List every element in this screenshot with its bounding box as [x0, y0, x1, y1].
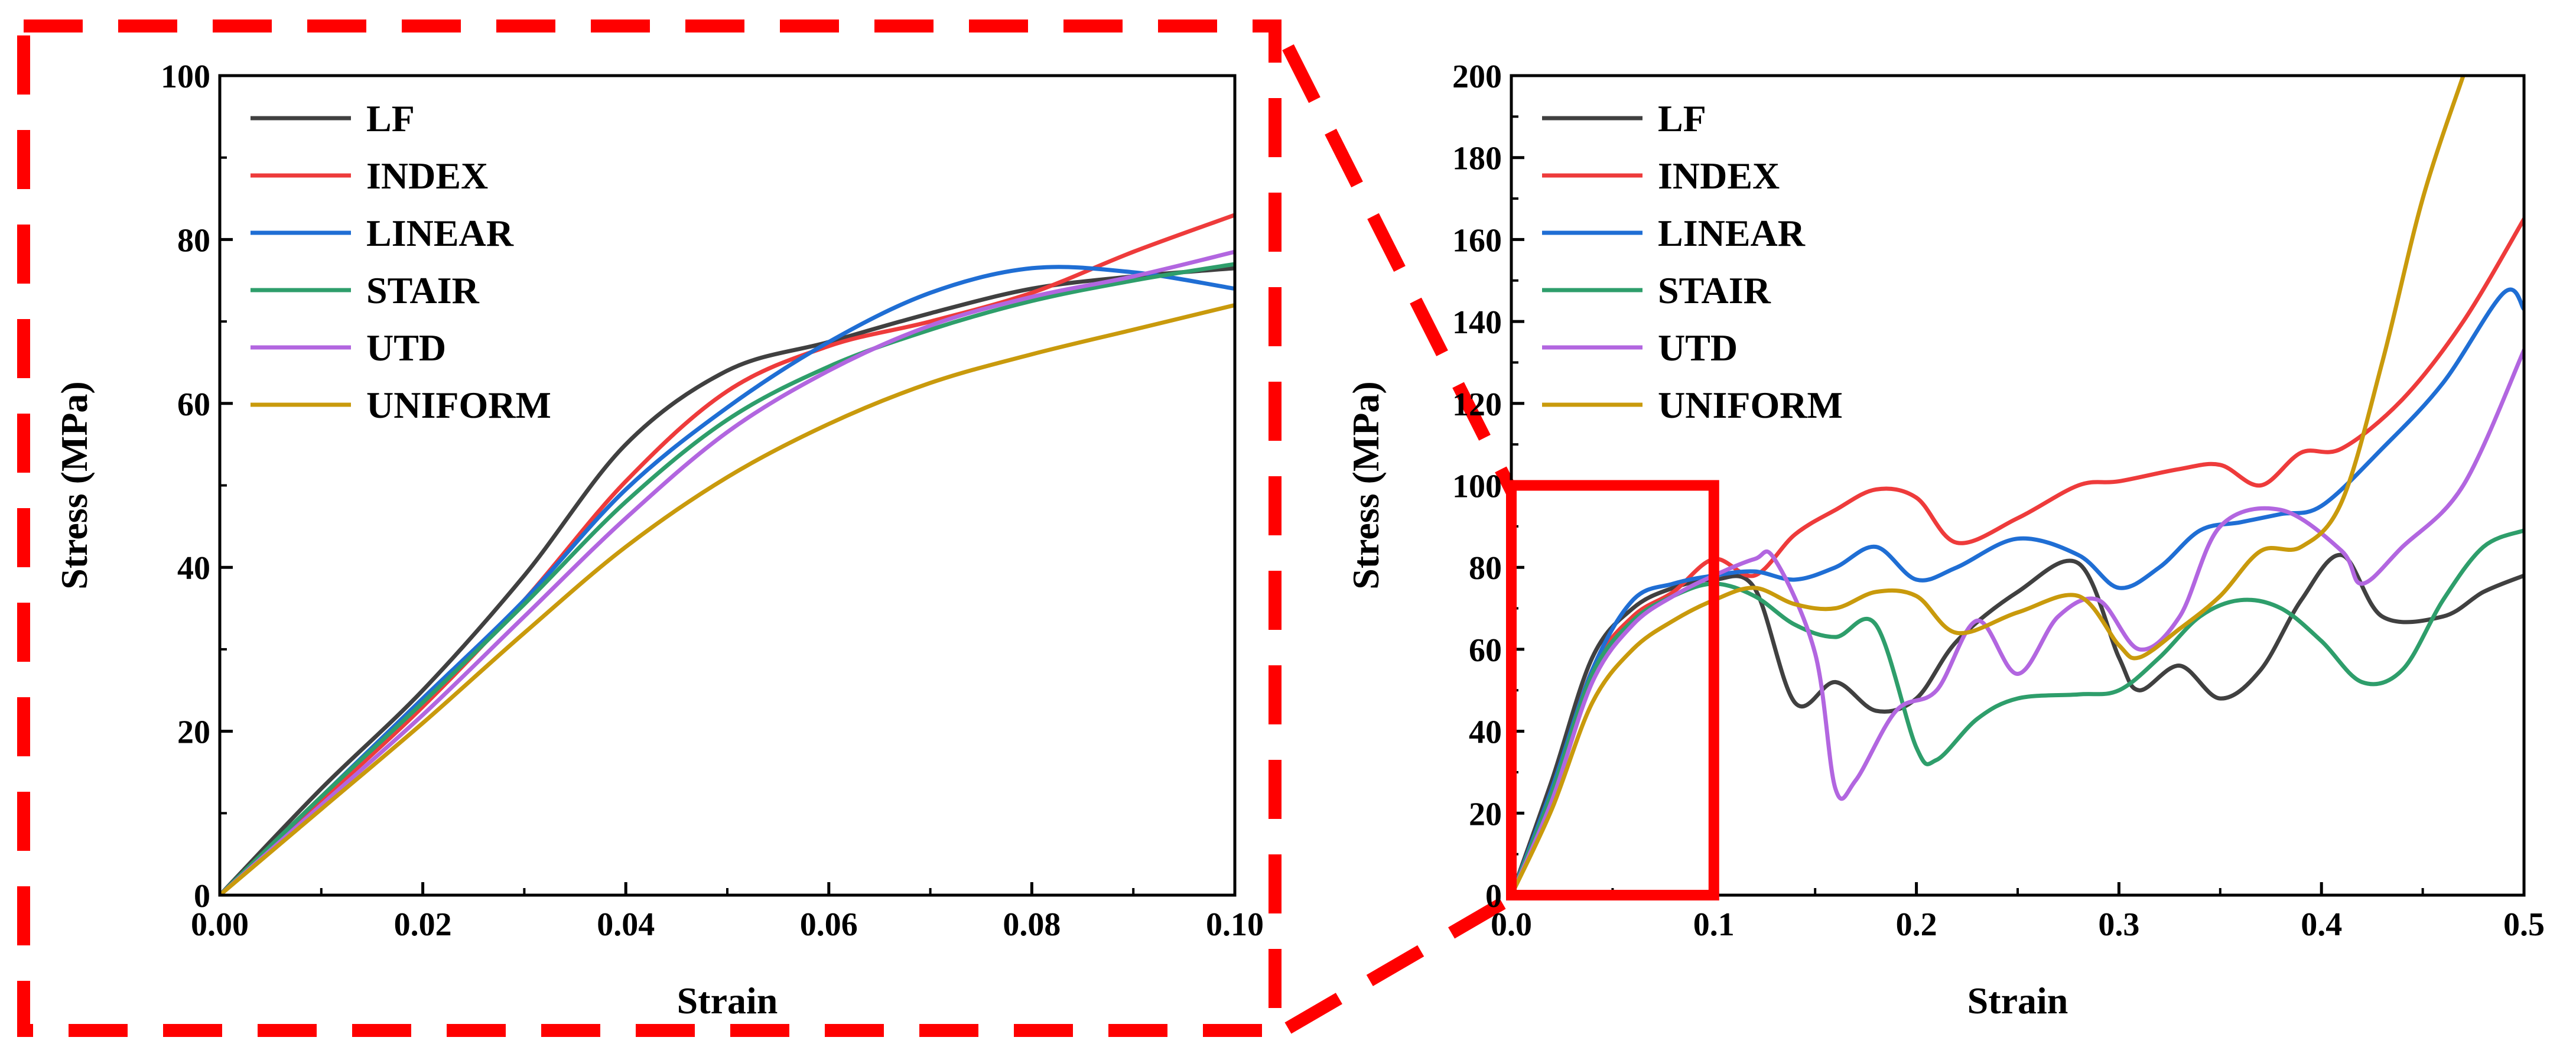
y-tick-label: 60	[1469, 632, 1502, 669]
x-tick-label: 0.3	[2098, 906, 2139, 943]
zoom-connector-top	[1282, 44, 1518, 496]
series-line-utd	[220, 249, 1235, 895]
zoom-region-box	[1506, 480, 1719, 900]
curves-group	[1511, 76, 2524, 895]
curves-group	[220, 213, 1235, 895]
x-tick-label: 0.00	[191, 906, 249, 943]
x-tick-label: 0.02	[394, 906, 452, 943]
y-tick-label: 80	[1469, 550, 1502, 587]
y-tick-label: 20	[1469, 796, 1502, 833]
legend: LF INDEX LINEAR STAIR UTD UNIFORM	[1542, 97, 1843, 426]
stress-strain-chart-full: 0.0 0.1 0.2 0.3 0.4 0.5 0 20 40 60 80 100 120 140 160…	[1345, 58, 2545, 1022]
series-line-index	[1511, 217, 2524, 895]
y-axis-title: Stress (MPa)	[53, 381, 95, 590]
y-tick-label: 100	[1452, 469, 1502, 505]
y-tick-label: 160	[1452, 222, 1502, 259]
legend-label-utd: UTD	[366, 327, 446, 369]
series-line-stair	[220, 262, 1235, 895]
legend-label-lf: LF	[366, 97, 415, 139]
legend-label-linear: LINEAR	[366, 212, 514, 254]
series-line-uniform	[1511, 76, 2466, 895]
y-tick-label: 140	[1452, 304, 1502, 341]
y-tick-label: 0	[1485, 878, 1502, 915]
y-tick-label: 100	[161, 58, 210, 95]
zoom-dashed-frame	[17, 19, 1282, 1037]
x-axis-ticks: 0.00 0.02 0.04 0.06 0.08 0.10	[191, 882, 1264, 943]
y-tick-label: 20	[177, 714, 210, 751]
x-tick-label: 0.10	[1206, 906, 1264, 943]
legend-label-stair: STAIR	[366, 269, 480, 311]
y-axis-title: Stress (MPa)	[1345, 381, 1387, 590]
zoom-connector-bottom	[1284, 892, 1515, 1034]
series-line-uniform	[220, 303, 1235, 895]
y-axis-ticks: 0 20 40 60 80 100	[161, 58, 233, 915]
x-tick-label: 0.04	[597, 906, 655, 943]
legend-label-utd: UTD	[1658, 327, 1738, 369]
x-tick-label: 0.06	[800, 906, 858, 943]
plot-frame	[218, 74, 1237, 897]
x-tick-label: 0.08	[1003, 906, 1061, 943]
y-tick-label: 60	[177, 386, 210, 423]
legend-label-uniform: UNIFORM	[366, 384, 551, 426]
x-tick-label: 0.4	[2301, 906, 2342, 943]
y-tick-label: 40	[177, 550, 210, 587]
x-tick-label: 0.0	[1491, 906, 1532, 943]
x-axis-title: Strain	[677, 980, 778, 1022]
y-tick-label: 180	[1452, 141, 1502, 177]
x-tick-label: 0.2	[1896, 906, 1937, 943]
series-line-utd	[1511, 348, 2524, 895]
series-line-lf	[1511, 552, 2524, 895]
y-tick-label: 0	[194, 878, 210, 915]
legend-label-index: INDEX	[366, 155, 488, 197]
legend-label-linear: LINEAR	[1658, 212, 1806, 254]
y-tick-label: 40	[1469, 714, 1502, 751]
stress-strain-chart-zoomed: 0.00 0.02 0.04 0.06 0.08 0.10 0 20 40 60 80 100 St…	[53, 58, 1264, 1022]
legend-label-index: INDEX	[1658, 155, 1780, 197]
legend-label-lf: LF	[1658, 97, 1706, 139]
x-axis-title: Strain	[1967, 980, 2068, 1022]
x-tick-label: 0.1	[1693, 906, 1735, 943]
y-tick-label: 200	[1452, 58, 1502, 95]
legend-label-stair: STAIR	[1658, 269, 1771, 311]
y-tick-label: 120	[1452, 386, 1502, 423]
legend-label-uniform: UNIFORM	[1658, 384, 1843, 426]
x-axis-ticks: 0.0 0.1 0.2 0.3 0.4 0.5	[1491, 882, 2545, 943]
x-tick-label: 0.5	[2503, 906, 2545, 943]
legend: LF INDEX LINEAR STAIR UTD UNIFORM	[251, 97, 551, 426]
series-line-linear	[1511, 287, 2524, 895]
y-tick-label: 80	[177, 222, 210, 259]
series-line-index	[220, 213, 1235, 895]
